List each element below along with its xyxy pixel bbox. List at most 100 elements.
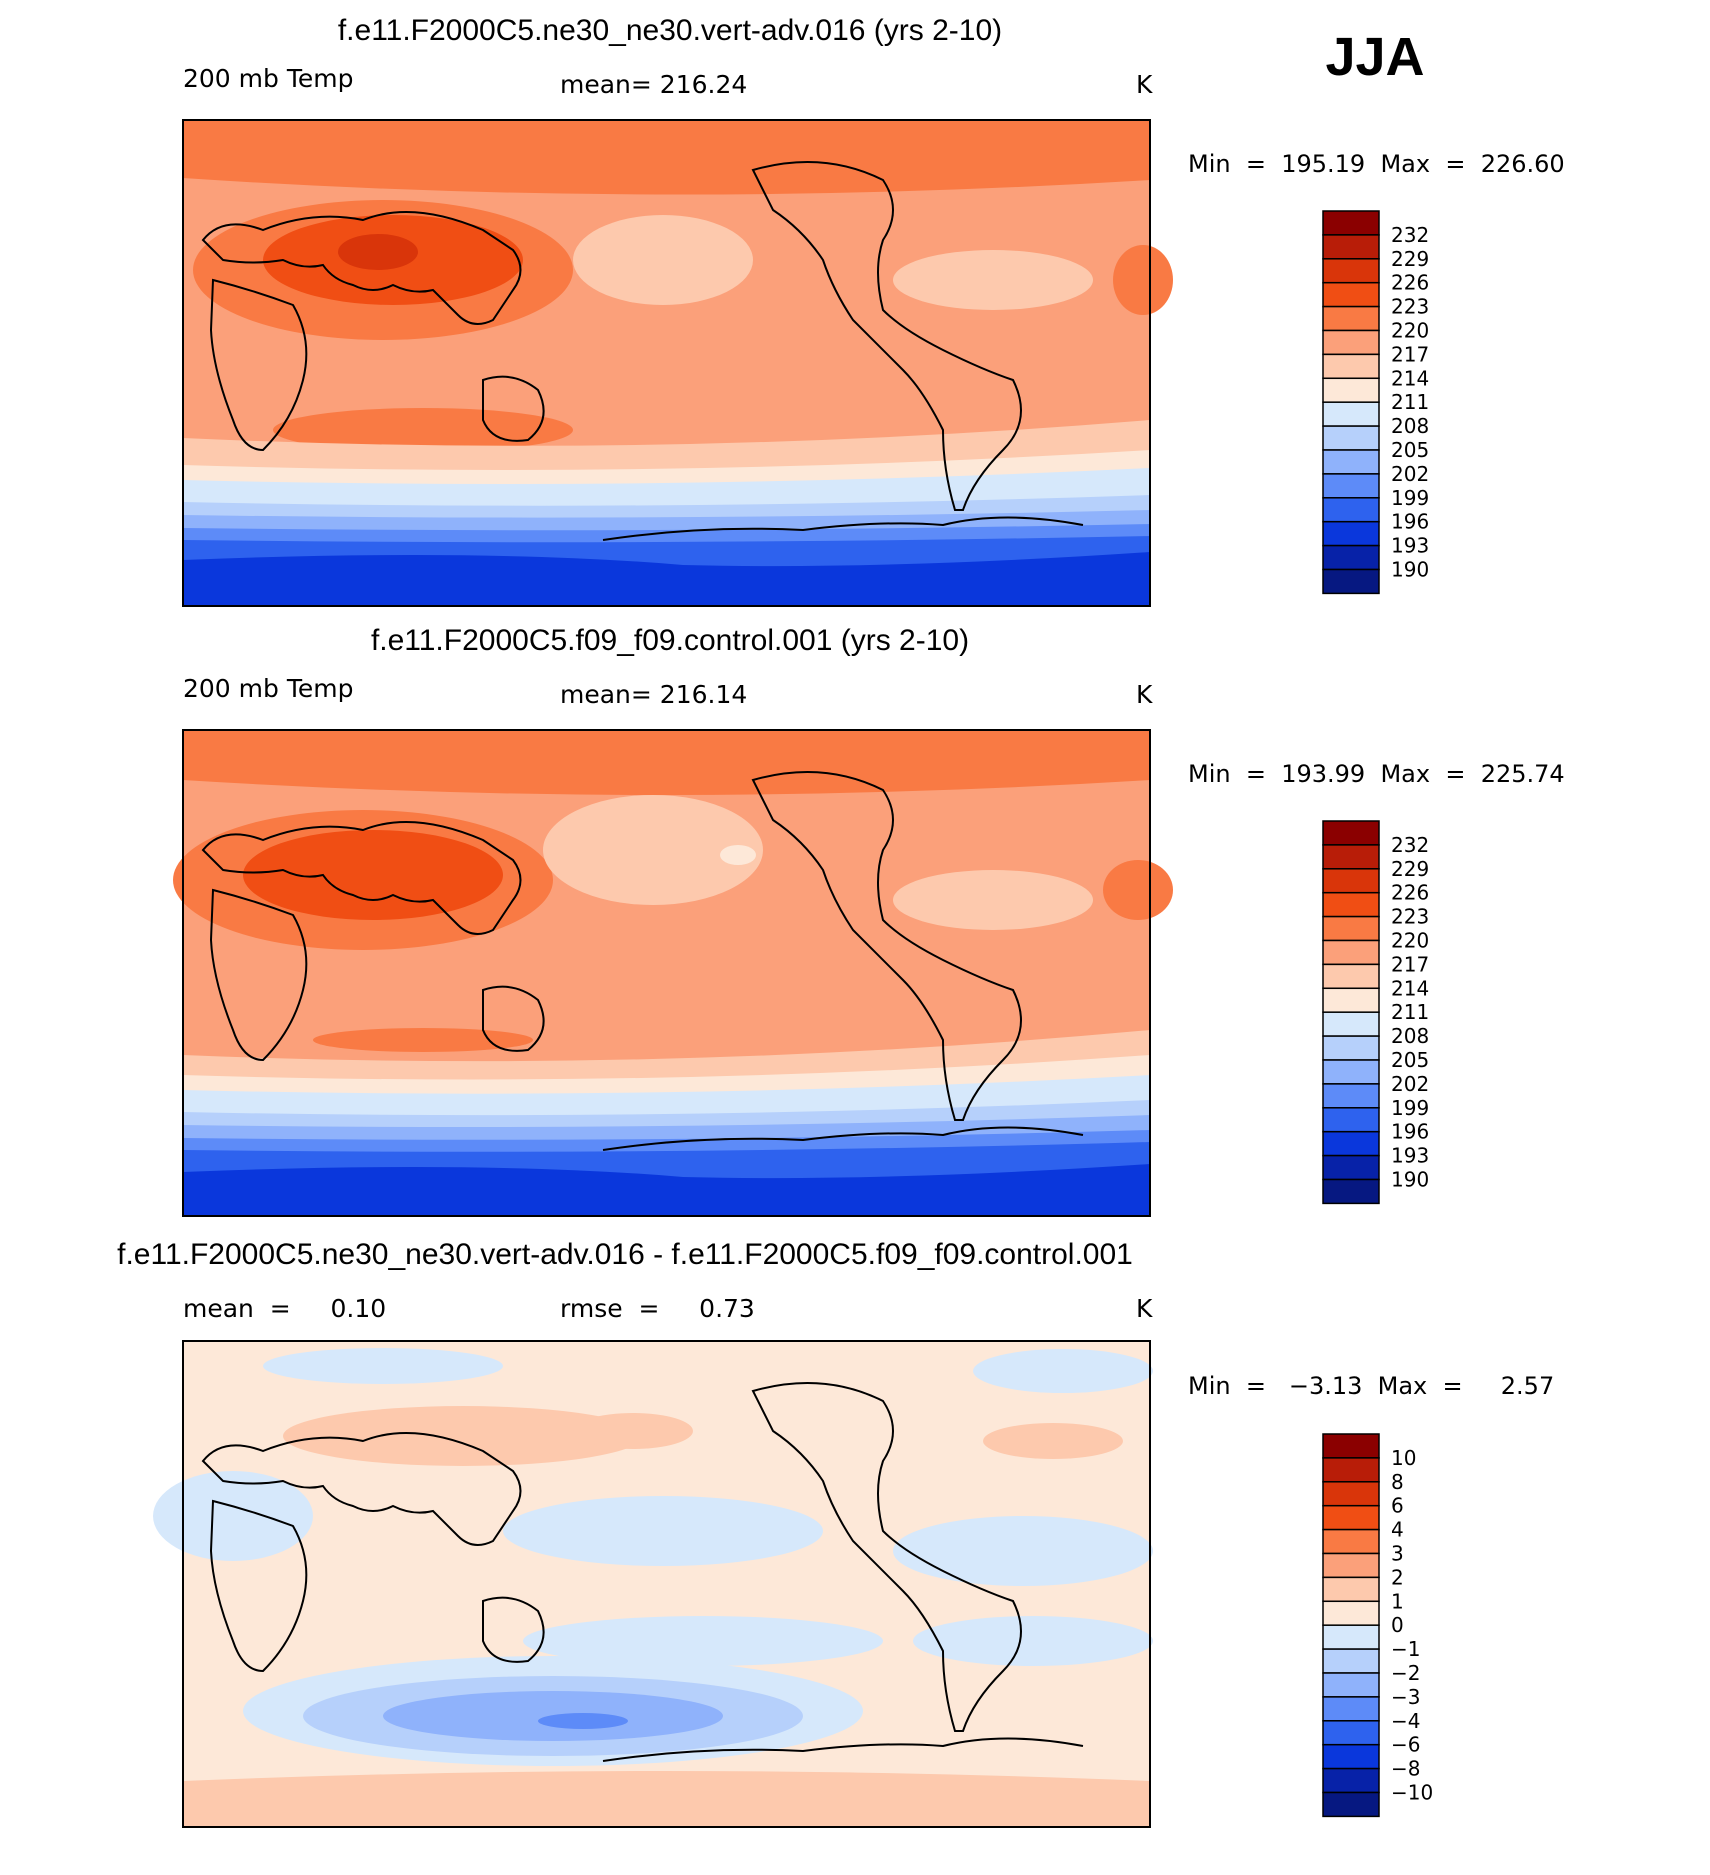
color-bar-tick-label: 8 [1391, 1470, 1404, 1494]
color-box [1322, 1011, 1380, 1037]
color-bar-tick-label: 199 [1391, 486, 1429, 510]
color-bar-tick-label: 208 [1391, 1024, 1429, 1048]
color-box [1322, 1624, 1380, 1650]
color-bar-tick-label: 220 [1391, 319, 1429, 343]
unit-label: K [1136, 1294, 1153, 1323]
color-bar: 2322292262232202172142112082052021991961… [1322, 210, 1429, 595]
map-frame [182, 1340, 1151, 1828]
color-bar-tick-label: 211 [1391, 390, 1429, 414]
color-bar-tick-label: 211 [1391, 1000, 1429, 1024]
color-box [1322, 1107, 1380, 1133]
color-bar-tick-label: 3 [1391, 1542, 1404, 1566]
color-bar-tick-label: 196 [1391, 1120, 1429, 1144]
color-bar-tick-label: −6 [1391, 1733, 1420, 1757]
color-box [1322, 1720, 1380, 1746]
color-bar-tick-label: 199 [1391, 1096, 1429, 1120]
color-box [1322, 987, 1380, 1013]
color-box [1322, 1767, 1380, 1794]
color-bar-tick-label: 4 [1391, 1518, 1404, 1542]
color-box [1322, 473, 1380, 499]
color-box [1322, 329, 1380, 356]
color-box [1322, 1059, 1380, 1085]
map-frame [182, 119, 1151, 607]
color-box [1322, 520, 1380, 547]
min-max-label: Min = 193.99 Max = 225.74 [1188, 760, 1565, 788]
color-box [1322, 353, 1380, 380]
color-bar-tick-label: 223 [1391, 905, 1429, 929]
color-box [1322, 1600, 1380, 1626]
min-max-label: Min = 195.19 Max = 226.60 [1188, 150, 1565, 178]
color-box [1322, 1154, 1380, 1181]
min-max-label: Min = −3.13 Max = 2.57 [1188, 1372, 1555, 1400]
color-box [1322, 1576, 1380, 1603]
color-box [1322, 401, 1380, 427]
color-bar-tick-label: 196 [1391, 510, 1429, 534]
color-bar-tick-label: 214 [1391, 366, 1429, 390]
color-box [1322, 915, 1380, 942]
color-bar-tick-label: 193 [1391, 1144, 1429, 1168]
color-box [1322, 1648, 1380, 1674]
color-bar-tick-label: 10 [1391, 1446, 1416, 1470]
color-box [1322, 281, 1380, 308]
color-box [1322, 258, 1380, 284]
color-box [1322, 1504, 1380, 1531]
panel-difference: f.e11.F2000C5.ne30_ne30.vert-adv.016 - f… [0, 1238, 1710, 1858]
color-bar-tick-label: −10 [1391, 1781, 1433, 1805]
color-box [1322, 820, 1380, 846]
color-bar-tick-label: 226 [1391, 271, 1429, 295]
coastlines [201, 161, 1084, 541]
map-plot [153, 1340, 1153, 1828]
color-bar-tick-label: 2 [1391, 1565, 1404, 1589]
color-bar-tick-label: 6 [1391, 1494, 1404, 1518]
variable-label: 200 mb Temp [183, 674, 354, 703]
color-bar-tick-label: 208 [1391, 414, 1429, 438]
color-box [1322, 868, 1380, 894]
coastlines [201, 771, 1084, 1151]
color-box [1322, 1791, 1380, 1818]
coastlines [201, 1382, 1084, 1762]
color-bar-tick-label: 217 [1391, 952, 1429, 976]
contour-fill [183, 120, 1173, 606]
color-bar-tick-label: 226 [1391, 881, 1429, 905]
color-box [1322, 1696, 1380, 1722]
color-box [1322, 1528, 1380, 1555]
color-box [1322, 305, 1380, 332]
color-box [1322, 1481, 1380, 1507]
color-bar-tick-label: −4 [1391, 1709, 1420, 1733]
color-box [1322, 939, 1380, 966]
panel-title: f.e11.F2000C5.ne30_ne30.vert-adv.016 - f… [117, 1238, 1133, 1271]
color-bar-tick-label: 190 [1391, 1168, 1429, 1192]
color-bar-tick-label: 229 [1391, 247, 1429, 271]
color-bar-tick-label: 214 [1391, 976, 1429, 1000]
color-box [1322, 1433, 1380, 1459]
mean-diff-label: mean = 0.10 [183, 1294, 387, 1323]
color-box [1322, 1035, 1380, 1061]
color-bar-tick-label: 205 [1391, 438, 1429, 462]
color-bar-tick-label: 232 [1391, 223, 1429, 247]
contour-fill [173, 730, 1173, 1216]
color-bar-tick-label: 220 [1391, 929, 1429, 953]
color-bar-tick-label: 202 [1391, 1072, 1429, 1096]
color-box [1322, 425, 1380, 451]
color-box [1322, 377, 1380, 403]
color-box [1322, 544, 1380, 571]
color-box [1322, 1743, 1380, 1770]
panel-control: f.e11.F2000C5.f09_f09.control.001 (yrs 2… [0, 624, 1710, 1244]
color-bar-tick-label: 202 [1391, 462, 1429, 486]
color-bar-tick-label: 190 [1391, 558, 1429, 582]
season-label: JJA [1325, 27, 1425, 87]
color-bar-tick-label: 217 [1391, 342, 1429, 366]
color-bar-tick-label: 229 [1391, 857, 1429, 881]
color-bar-tick-label: 205 [1391, 1048, 1429, 1072]
color-box [1322, 568, 1380, 595]
panel-vert-adv: f.e11.F2000C5.ne30_ne30.vert-adv.016 (yr… [0, 14, 1710, 634]
color-bar: 2322292262232202172142112082052021991961… [1322, 820, 1429, 1205]
color-box [1322, 844, 1380, 870]
color-box [1322, 891, 1380, 918]
color-box [1322, 1130, 1380, 1157]
map-frame [182, 729, 1151, 1217]
color-box [1322, 1083, 1380, 1109]
panel-title: f.e11.F2000C5.f09_f09.control.001 (yrs 2… [370, 624, 970, 657]
color-bar-tick-label: −2 [1391, 1661, 1420, 1685]
color-box [1322, 1672, 1380, 1698]
